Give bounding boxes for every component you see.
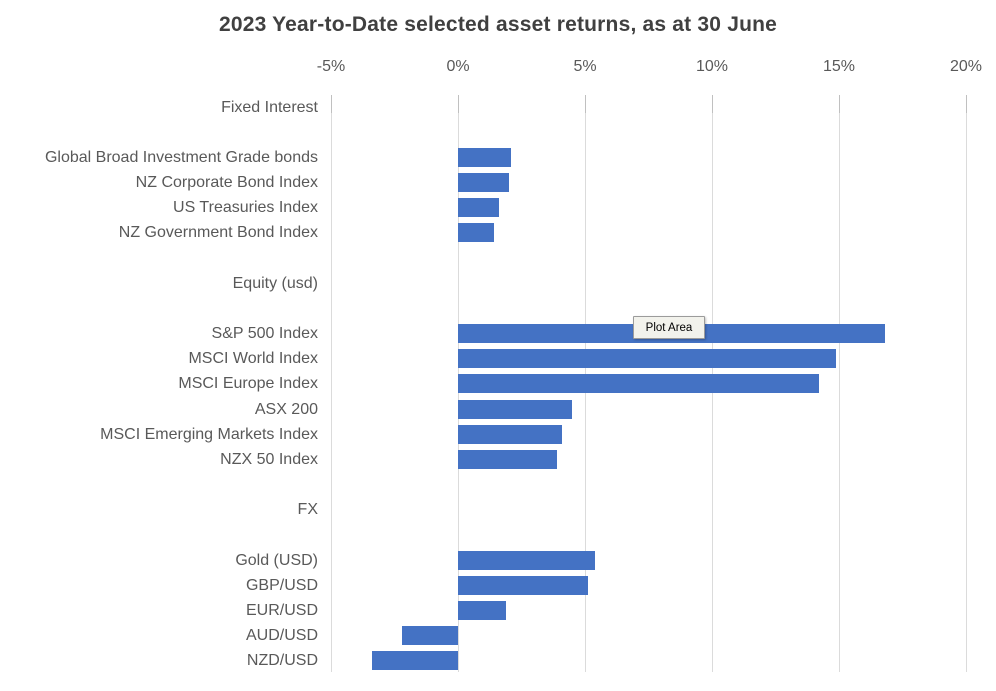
category-group-label: Equity (usd)	[232, 274, 318, 292]
x-axis-tick-label: 20%	[949, 58, 983, 75]
category-label: MSCI Europe Index	[178, 375, 318, 393]
category-label: MSCI World Index	[188, 350, 318, 368]
bar[interactable]	[371, 651, 458, 671]
bar[interactable]	[458, 399, 573, 419]
category-label: S&P 500 Index	[211, 325, 318, 343]
axis-tick-mark	[585, 95, 586, 113]
category-group-label: Fixed Interest	[221, 98, 318, 116]
category-label: Gold (USD)	[235, 551, 318, 569]
x-axis-tick-label: 5%	[573, 58, 597, 75]
axis-tick-mark	[839, 95, 840, 113]
bar[interactable]	[458, 349, 837, 369]
bar[interactable]	[458, 424, 563, 444]
x-axis-tick-label: -5%	[316, 58, 346, 75]
chart-title[interactable]: 2023 Year-to-Date selected asset returns…	[218, 13, 778, 36]
category-label: AUD/USD	[245, 627, 318, 645]
category-label: MSCI Emerging Markets Index	[100, 425, 318, 443]
bar[interactable]	[458, 173, 509, 193]
bar[interactable]	[458, 450, 558, 470]
category-label: US Treasuries Index	[173, 199, 318, 217]
bar[interactable]	[458, 550, 596, 570]
x-axis-tick-label: 10%	[695, 58, 729, 75]
axis-tick-mark	[458, 95, 459, 113]
category-label: NZX 50 Index	[220, 451, 318, 469]
gridline	[331, 95, 332, 672]
gridline	[839, 95, 840, 672]
x-axis-tick-label: 0%	[446, 58, 470, 75]
plot-area-tooltip: Plot Area	[633, 316, 705, 339]
bar[interactable]	[458, 575, 588, 595]
category-label: NZ Government Bond Index	[118, 224, 318, 242]
category-label: Global Broad Investment Grade bonds	[44, 148, 318, 166]
bar[interactable]	[402, 626, 458, 646]
bar[interactable]	[458, 601, 507, 621]
category-label: NZD/USD	[246, 652, 318, 670]
axis-tick-mark	[331, 95, 332, 113]
category-label: NZ Corporate Bond Index	[135, 174, 318, 192]
category-label: ASX 200	[254, 400, 318, 418]
bar[interactable]	[458, 374, 819, 394]
axis-tick-mark	[712, 95, 713, 113]
bar[interactable]	[458, 198, 499, 218]
gridline	[966, 95, 967, 672]
category-group-label: FX	[297, 501, 318, 519]
plot-area-tooltip-label: Plot Area	[645, 321, 693, 334]
x-axis-tick-label: 15%	[822, 58, 856, 75]
bar[interactable]	[458, 223, 494, 243]
axis-tick-mark	[966, 95, 967, 113]
category-label: EUR/USD	[245, 602, 318, 620]
plot-area[interactable]	[331, 95, 966, 672]
category-label: GBP/USD	[245, 576, 318, 594]
bar[interactable]	[458, 147, 512, 167]
